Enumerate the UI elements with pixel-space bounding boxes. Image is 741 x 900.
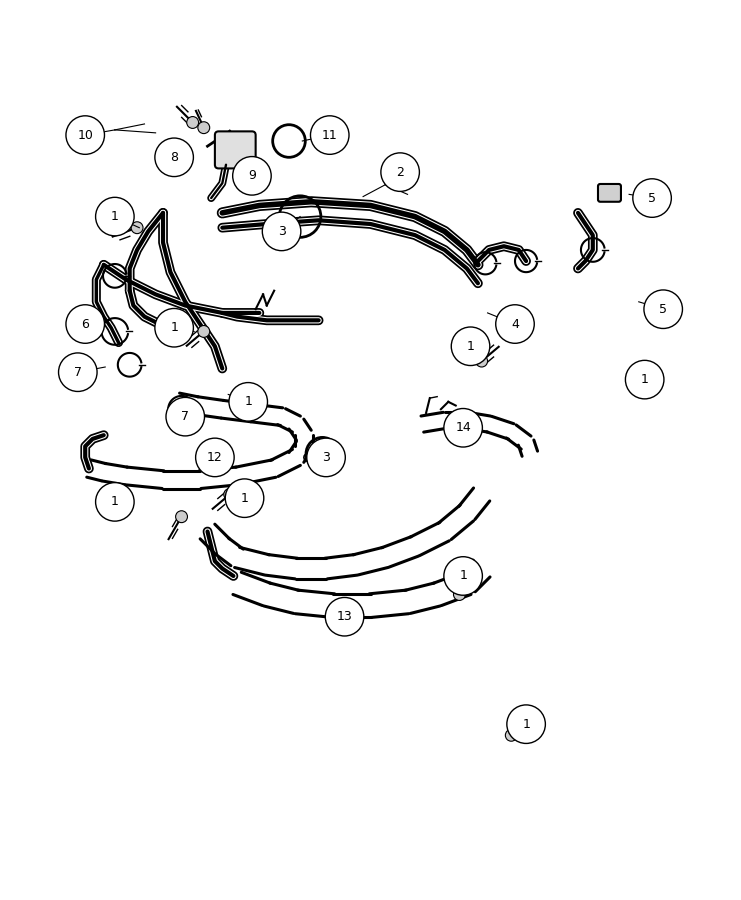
- Circle shape: [155, 138, 193, 176]
- Text: 4: 4: [511, 318, 519, 330]
- Circle shape: [381, 153, 419, 192]
- Text: 12: 12: [207, 451, 223, 464]
- Circle shape: [198, 122, 210, 133]
- Circle shape: [307, 438, 345, 477]
- Circle shape: [451, 327, 490, 365]
- Text: 6: 6: [82, 318, 89, 330]
- Text: 9: 9: [248, 169, 256, 183]
- Text: 8: 8: [170, 151, 178, 164]
- Circle shape: [155, 309, 193, 347]
- Circle shape: [59, 353, 97, 392]
- Circle shape: [507, 705, 545, 743]
- Circle shape: [225, 479, 264, 518]
- Circle shape: [453, 589, 465, 600]
- Circle shape: [233, 157, 271, 195]
- Text: 1: 1: [245, 395, 252, 409]
- FancyBboxPatch shape: [598, 184, 621, 202]
- Text: 3: 3: [322, 451, 330, 464]
- Circle shape: [96, 482, 134, 521]
- Text: 5: 5: [659, 302, 667, 316]
- Text: 5: 5: [648, 192, 656, 204]
- Circle shape: [187, 117, 199, 129]
- Circle shape: [176, 511, 187, 523]
- Circle shape: [96, 197, 134, 236]
- Circle shape: [496, 305, 534, 343]
- Circle shape: [66, 116, 104, 154]
- Text: 7: 7: [182, 410, 189, 423]
- Circle shape: [325, 598, 364, 636]
- Circle shape: [505, 729, 517, 742]
- Circle shape: [633, 179, 671, 217]
- Circle shape: [644, 290, 682, 328]
- Text: 1: 1: [467, 340, 474, 353]
- Circle shape: [66, 305, 104, 343]
- Circle shape: [444, 557, 482, 595]
- Text: 11: 11: [322, 129, 338, 141]
- Text: 10: 10: [77, 129, 93, 141]
- Text: 7: 7: [74, 365, 82, 379]
- Text: 1: 1: [111, 495, 119, 508]
- Circle shape: [229, 382, 268, 421]
- Text: 1: 1: [522, 717, 530, 731]
- Circle shape: [625, 360, 664, 399]
- Circle shape: [224, 489, 236, 500]
- Text: 1: 1: [111, 210, 119, 223]
- Circle shape: [198, 326, 210, 338]
- Text: 1: 1: [241, 491, 248, 505]
- Circle shape: [131, 221, 143, 234]
- Text: 1: 1: [170, 321, 178, 334]
- Circle shape: [310, 116, 349, 154]
- Text: 13: 13: [336, 610, 353, 623]
- Circle shape: [444, 409, 482, 447]
- FancyBboxPatch shape: [215, 131, 256, 168]
- Circle shape: [476, 356, 488, 367]
- Text: 1: 1: [641, 374, 648, 386]
- Circle shape: [196, 438, 234, 477]
- Text: 2: 2: [396, 166, 404, 178]
- Circle shape: [262, 212, 301, 251]
- Text: 14: 14: [455, 421, 471, 435]
- Text: 3: 3: [278, 225, 285, 238]
- Circle shape: [166, 398, 205, 436]
- Text: 1: 1: [459, 570, 467, 582]
